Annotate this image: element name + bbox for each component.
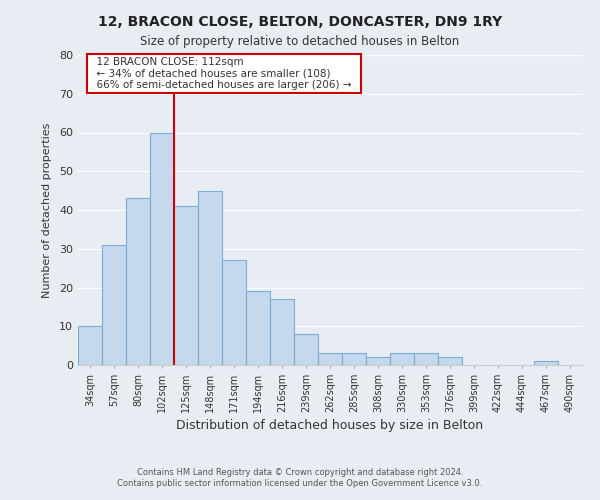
Bar	[246, 292, 270, 365]
Bar	[126, 198, 150, 365]
Bar	[366, 357, 390, 365]
Bar	[294, 334, 318, 365]
Bar	[534, 361, 558, 365]
Bar	[78, 326, 102, 365]
Bar	[438, 357, 462, 365]
Bar	[414, 354, 438, 365]
Text: Contains HM Land Registry data © Crown copyright and database right 2024.
Contai: Contains HM Land Registry data © Crown c…	[118, 468, 482, 487]
Text: Size of property relative to detached houses in Belton: Size of property relative to detached ho…	[140, 35, 460, 48]
Y-axis label: Number of detached properties: Number of detached properties	[42, 122, 52, 298]
Bar	[318, 354, 342, 365]
Bar	[198, 190, 222, 365]
Bar	[174, 206, 198, 365]
X-axis label: Distribution of detached houses by size in Belton: Distribution of detached houses by size …	[176, 419, 484, 432]
Bar	[390, 354, 414, 365]
Text: 12, BRACON CLOSE, BELTON, DONCASTER, DN9 1RY: 12, BRACON CLOSE, BELTON, DONCASTER, DN9…	[98, 15, 502, 29]
Bar	[342, 354, 366, 365]
Bar	[150, 132, 174, 365]
Bar	[102, 245, 126, 365]
Bar	[270, 299, 294, 365]
Text: 12 BRACON CLOSE: 112sqm
  ← 34% of detached houses are smaller (108)
  66% of se: 12 BRACON CLOSE: 112sqm ← 34% of detache…	[90, 57, 358, 90]
Bar	[222, 260, 246, 365]
